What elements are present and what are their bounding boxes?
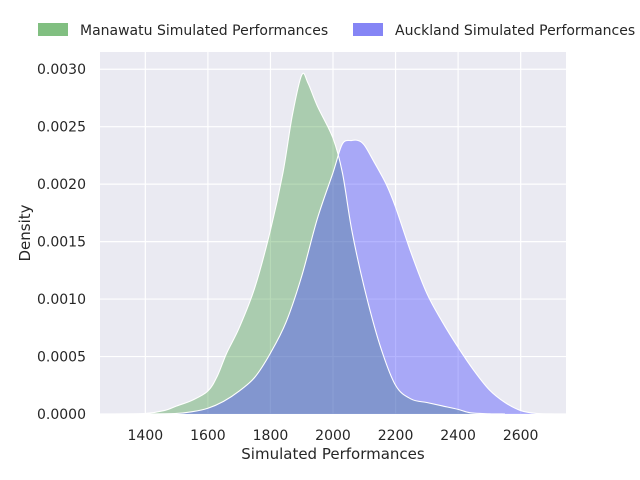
density-areas [114,72,556,415]
x-axis-title: Simulated Performances [241,445,425,463]
y-tick-label: 0.0000 [37,407,86,423]
x-tick-label: 1400 [128,428,164,444]
y-tick-label: 0.0030 [37,62,86,78]
legend-swatch-manawatu [38,23,68,36]
y-tick-label: 0.0025 [37,120,86,136]
grid [100,52,566,415]
x-tick-label: 2400 [440,428,476,444]
auckland-density-edge [145,139,556,415]
manawatu-density-edge [114,72,506,415]
legend: Manawatu Simulated Performances Auckland… [38,23,635,39]
x-axis: 1400 1600 1800 2000 2200 2400 2600 [128,428,539,444]
x-tick-label: 2200 [378,428,414,444]
y-tick-label: 0.0010 [37,292,86,308]
auckland-density-area [145,139,556,415]
manawatu-density-area [114,73,506,414]
y-tick-label: 0.0020 [37,177,86,193]
legend-label-manawatu: Manawatu Simulated Performances [80,23,328,39]
y-tick-label: 0.0005 [37,350,86,366]
x-tick-label: 2600 [503,428,539,444]
legend-label-auckland: Auckland Simulated Performances [395,23,635,39]
y-axis: 0.0000 0.0005 0.0010 0.0015 0.0020 0.0025 0.00… [37,62,86,423]
y-tick-label: 0.0015 [37,235,86,251]
legend-swatch-auckland [353,23,383,36]
y-axis-title: Density [16,204,34,261]
x-tick-label: 1800 [253,428,289,444]
x-tick-label: 1600 [190,428,226,444]
x-tick-label: 2000 [315,428,351,444]
